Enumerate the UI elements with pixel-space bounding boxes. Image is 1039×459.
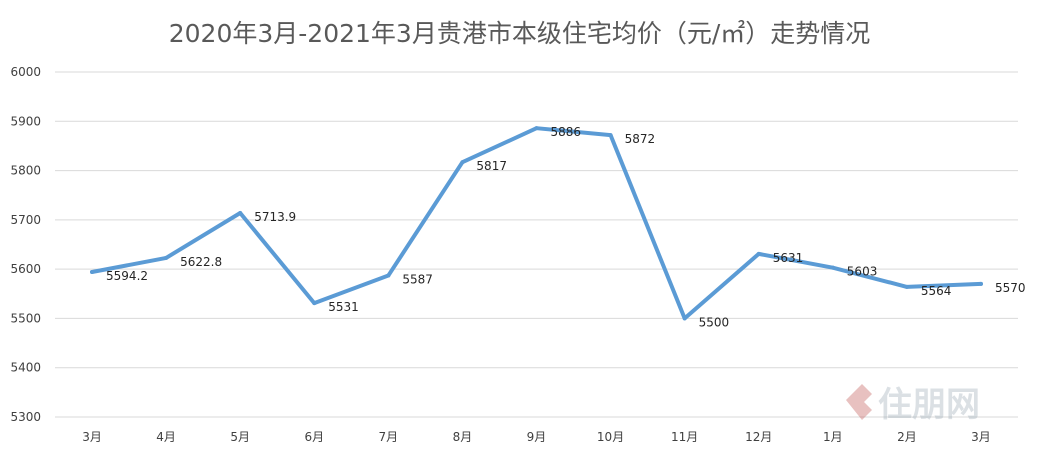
series-line (90, 126, 983, 321)
y-tick-label: 5800 (10, 164, 41, 178)
data-label: 5564 (921, 284, 952, 298)
data-label: 5603 (847, 265, 878, 279)
data-labels: 5594.2 5622.8 5713.9 5531 5587 5817 5886 5872 55… (106, 125, 1025, 329)
watermark-logo: 住朋网 (846, 384, 980, 425)
data-point (460, 160, 465, 165)
y-tick-label: 5700 (10, 213, 41, 227)
data-label: 5713.9 (254, 210, 296, 224)
data-point (238, 211, 243, 216)
watermark-logo-icon (846, 384, 872, 420)
x-tick-label: 6月 (304, 430, 324, 444)
watermark-logo-text: 住朋网 (878, 385, 980, 425)
data-point (756, 251, 761, 256)
y-axis-ticks: 5300 5400 5500 5600 5700 5800 5900 6000 (10, 65, 41, 424)
x-tick-label: 3月 (971, 430, 991, 444)
data-label: 5500 (699, 315, 730, 329)
y-tick-label: 5600 (10, 262, 41, 276)
x-tick-label: 5月 (230, 430, 250, 444)
x-tick-label: 12月 (745, 430, 772, 444)
data-label: 5531 (328, 300, 359, 314)
y-tick-label: 5500 (10, 311, 41, 325)
y-tick-label: 5400 (10, 361, 41, 375)
data-point (534, 126, 539, 131)
x-tick-label: 2月 (897, 430, 917, 444)
x-tick-label: 10月 (597, 430, 624, 444)
data-label: 5872 (625, 132, 656, 146)
data-point (90, 270, 95, 275)
data-point (904, 284, 909, 289)
data-point (164, 255, 169, 260)
chart-title: 2020年3月-2021年3月贵港市本级住宅均价（元/㎡）走势情况 (168, 19, 871, 48)
x-axis-ticks: 3月 4月 5月 6月 7月 8月 9月 10月 11月 12月 1月 2月 3月 (82, 430, 991, 444)
data-label: 5570 (995, 281, 1026, 295)
x-tick-label: 8月 (453, 430, 473, 444)
gridlines (55, 71, 1018, 418)
data-point (830, 265, 835, 270)
y-tick-label: 5300 (10, 410, 41, 424)
data-label: 5622.8 (180, 255, 222, 269)
data-point (682, 316, 687, 321)
data-label: 5886 (551, 125, 582, 139)
x-tick-label: 9月 (527, 430, 547, 444)
data-label: 5594.2 (106, 269, 148, 283)
x-tick-label: 1月 (823, 430, 843, 444)
y-tick-label: 6000 (10, 65, 41, 79)
y-tick-label: 5900 (10, 114, 41, 128)
data-label: 5817 (476, 159, 507, 173)
data-label: 5587 (402, 273, 433, 287)
x-tick-label: 11月 (671, 430, 698, 444)
x-tick-label: 7月 (379, 430, 399, 444)
series-group (90, 126, 983, 321)
data-point (386, 273, 391, 278)
data-point (978, 281, 983, 286)
data-point (608, 133, 613, 138)
x-tick-label: 3月 (82, 430, 102, 444)
data-point (312, 301, 317, 306)
data-label: 5631 (773, 251, 804, 265)
x-tick-label: 4月 (156, 430, 176, 444)
